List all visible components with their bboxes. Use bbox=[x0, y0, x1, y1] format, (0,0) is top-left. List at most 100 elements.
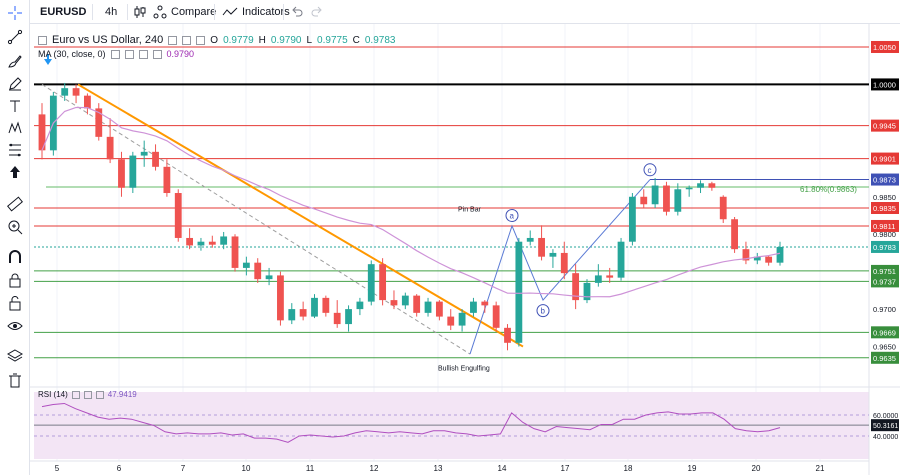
candle-body bbox=[413, 295, 421, 313]
candle-body bbox=[628, 196, 636, 242]
candle-body bbox=[242, 262, 250, 268]
ma-eye-icon[interactable] bbox=[110, 49, 120, 59]
candle-body bbox=[504, 327, 511, 343]
ma-line bbox=[41, 106, 781, 298]
symbol-button[interactable]: EURUSD bbox=[40, 6, 87, 18]
trendline-icon[interactable] bbox=[6, 28, 24, 46]
magnet-icon[interactable] bbox=[6, 248, 24, 266]
time-tick: 10 bbox=[242, 464, 251, 473]
rsi-legend-label: RSI (14) bbox=[38, 390, 68, 399]
candle-body bbox=[401, 295, 409, 306]
axes: 1.0050 1.0000 0.9945 0.9901 0.9873 0.9835 0.98… bbox=[55, 40, 899, 473]
legend-close-icon[interactable] bbox=[196, 35, 206, 45]
rsi-legend-value: 47.9419 bbox=[107, 390, 137, 399]
ruler-icon[interactable] bbox=[6, 195, 24, 213]
legend-open-label: O bbox=[210, 34, 219, 46]
indicators-label: Indicators bbox=[242, 6, 290, 18]
ma-close-icon[interactable] bbox=[138, 49, 148, 59]
text-icon[interactable] bbox=[6, 97, 24, 115]
zoom-icon[interactable] bbox=[6, 218, 24, 236]
moving-average bbox=[41, 106, 781, 298]
candle-body bbox=[731, 219, 738, 250]
price-label: 0.9945 bbox=[873, 122, 896, 131]
drawing-toolbar bbox=[0, 0, 30, 475]
compare-button[interactable]: Compare bbox=[153, 3, 216, 21]
collapse-legend-icon[interactable] bbox=[38, 35, 47, 45]
unlock-icon[interactable] bbox=[6, 294, 24, 312]
price-label: 0.9811 bbox=[873, 222, 895, 231]
legend-low-label: L bbox=[306, 34, 313, 46]
wave-b-label: b bbox=[541, 307, 546, 316]
candle-body bbox=[367, 264, 375, 302]
candle-body bbox=[753, 256, 761, 261]
price-label-bg bbox=[871, 152, 899, 165]
trash-icon[interactable] bbox=[6, 371, 24, 389]
price-label: 0.9669 bbox=[873, 328, 896, 337]
candle-body bbox=[106, 136, 114, 160]
legend-eye-icon[interactable] bbox=[168, 35, 178, 45]
price-label-bg bbox=[871, 264, 899, 277]
pen-icon[interactable] bbox=[6, 75, 24, 93]
toolbar-divider bbox=[127, 4, 128, 20]
annotations: Pin Bar Bullish Engulfing a b c bbox=[438, 163, 657, 373]
legend-low-value: 0.9775 bbox=[317, 34, 348, 46]
candle-body bbox=[311, 297, 318, 317]
layers-icon[interactable] bbox=[6, 347, 24, 365]
rsi-pane bbox=[34, 402, 869, 443]
redo-icon[interactable] bbox=[310, 5, 324, 19]
ma-legend-value: 0.9790 bbox=[166, 49, 195, 59]
candle-body bbox=[481, 301, 489, 306]
price-chart[interactable]: 61.80%(0.9863) Pin Bar Bullish Engulfing a… bbox=[30, 24, 900, 475]
candle-body bbox=[606, 275, 614, 278]
candle-body bbox=[197, 241, 205, 246]
eye-icon[interactable] bbox=[6, 317, 24, 335]
legend-close-label: C bbox=[352, 34, 360, 46]
candle-body bbox=[118, 159, 125, 188]
candle-body bbox=[674, 189, 682, 212]
candle-body bbox=[742, 249, 750, 261]
candle-body bbox=[322, 297, 330, 313]
price-label-bg bbox=[871, 202, 899, 214]
rsi-close-icon[interactable] bbox=[95, 390, 104, 399]
brush-icon[interactable] bbox=[6, 52, 24, 70]
toolbar-divider bbox=[214, 4, 215, 20]
time-tick: 17 bbox=[561, 464, 570, 473]
candle-body bbox=[560, 252, 568, 274]
crosshair-icon[interactable] bbox=[6, 4, 24, 22]
rsi-eye-icon[interactable] bbox=[71, 390, 80, 399]
price-label: 0.9783 bbox=[873, 243, 896, 252]
bullish-engulfing-label: Bullish Engulfing bbox=[438, 366, 490, 373]
wave-circle bbox=[643, 163, 657, 177]
rsi-tick: 60.0000 bbox=[873, 413, 898, 420]
wave-circle bbox=[505, 208, 519, 222]
top-toolbar: EURUSD 4h Compare Indicators bbox=[0, 0, 900, 24]
candle-body bbox=[186, 237, 194, 246]
arrow-icon[interactable] bbox=[6, 163, 24, 181]
rsi-line bbox=[41, 402, 781, 443]
interval-button[interactable]: 4h bbox=[105, 6, 118, 18]
candle-body bbox=[538, 237, 545, 257]
drawings bbox=[41, 54, 651, 355]
pattern-icon[interactable] bbox=[6, 119, 24, 137]
trendline bbox=[77, 83, 524, 348]
rsi-settings-icon[interactable] bbox=[83, 390, 92, 399]
ma-settings-icon[interactable] bbox=[124, 49, 134, 59]
indicators-button[interactable]: Indicators bbox=[222, 3, 290, 21]
time-tick: 20 bbox=[752, 464, 761, 473]
candle-body bbox=[685, 187, 693, 190]
candle-body bbox=[299, 309, 307, 317]
candles-style-icon[interactable] bbox=[133, 5, 147, 19]
indicators-icon bbox=[222, 7, 238, 16]
undo-icon[interactable] bbox=[290, 5, 304, 19]
legend-high-value: 0.9790 bbox=[270, 34, 302, 46]
toolbar-divider bbox=[283, 4, 284, 20]
lock-icon[interactable] bbox=[6, 271, 24, 289]
candle-body bbox=[379, 264, 387, 301]
ma-more-icon[interactable] bbox=[152, 49, 162, 59]
fib-icon[interactable] bbox=[6, 141, 24, 159]
candle-body bbox=[152, 151, 159, 167]
legend-settings-icon[interactable] bbox=[182, 35, 192, 45]
candle-body bbox=[38, 114, 46, 151]
candle-body bbox=[231, 236, 239, 268]
legend-close-value: 0.9783 bbox=[364, 34, 396, 46]
